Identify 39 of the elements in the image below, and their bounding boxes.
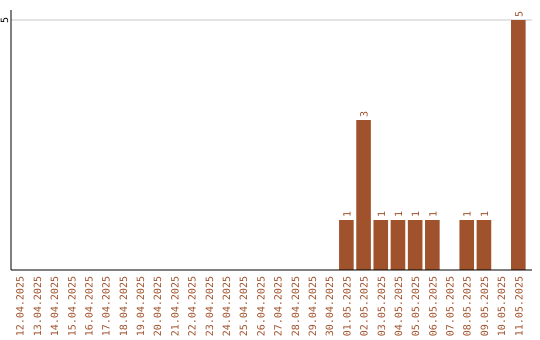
x-tick-label: 29.04.2025	[308, 276, 319, 336]
data-label: 5	[514, 10, 526, 17]
data-label: 1	[480, 210, 491, 217]
x-tick-label: 13.04.2025	[32, 276, 44, 336]
x-tick-label: 04.05.2025	[394, 276, 405, 336]
x-tick-label: 10.05.2025	[497, 276, 508, 336]
x-tick-label: 21.04.2025	[170, 276, 182, 336]
x-tick-label: 02.05.2025	[360, 276, 371, 336]
x-tick-label: 06.05.2025	[428, 276, 440, 336]
x-tick-label: 26.04.2025	[256, 276, 268, 336]
x-tick-label: 27.04.2025	[274, 276, 285, 336]
x-tick-label: 17.04.2025	[102, 276, 113, 336]
data-label: 1	[462, 210, 474, 217]
x-tick-label: 12.04.2025	[16, 276, 27, 336]
x-tick-label: 30.04.2025	[325, 276, 336, 336]
x-tick-label: 08.05.2025	[462, 276, 474, 336]
x-tick-label: 25.04.2025	[239, 276, 250, 336]
x-tick-label: 14.04.2025	[50, 276, 62, 336]
x-tick-label: 09.05.2025	[480, 276, 491, 336]
data-label: 1	[411, 210, 422, 217]
data-label: 1	[428, 210, 440, 217]
x-tick-label: 03.05.2025	[376, 276, 388, 336]
x-tick-label: 24.04.2025	[222, 276, 234, 336]
x-tick-label: 20.04.2025	[153, 276, 164, 336]
x-tick-label: 15.04.2025	[67, 276, 78, 336]
data-label: 3	[360, 110, 371, 117]
x-tick-label: 07.05.2025	[446, 276, 457, 336]
x-tick-label: 18.04.2025	[118, 276, 130, 336]
data-label: 1	[376, 210, 388, 217]
x-tick-label: 23.04.2025	[204, 276, 216, 336]
data-label: 1	[394, 210, 405, 217]
x-tick-label: 22.04.2025	[188, 276, 199, 336]
x-tick-label: 19.04.2025	[136, 276, 148, 336]
x-tick-label: 05.05.2025	[411, 276, 422, 336]
data-label: 1	[342, 210, 354, 217]
x-tick-label: 28.04.2025	[290, 276, 302, 336]
x-tick-label: 16.04.2025	[84, 276, 96, 336]
x-tick-label: 01.05.2025	[342, 276, 354, 336]
x-tick-label: 11.05.2025	[514, 276, 526, 336]
